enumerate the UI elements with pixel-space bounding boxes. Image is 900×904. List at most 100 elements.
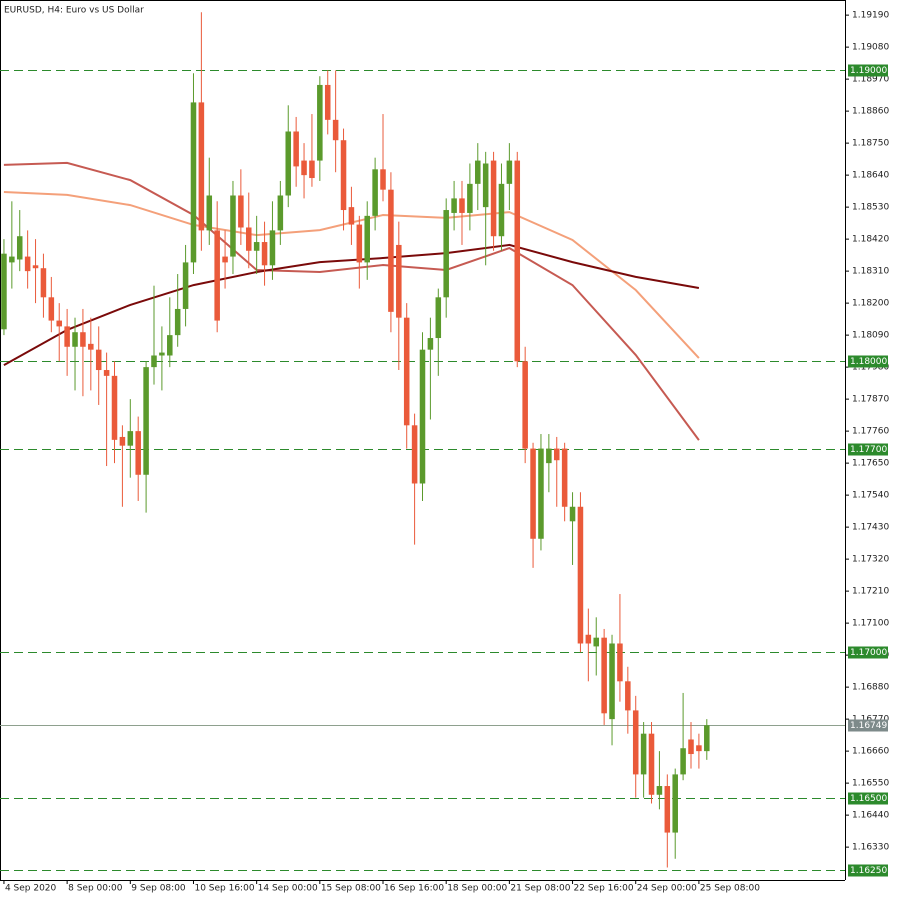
y-tick-label: 1.18420 [852,235,889,245]
y-tick-label: 1.17870 [852,395,889,405]
candle-body [601,637,607,714]
last-price-box [848,719,888,732]
y-tick-label: 1.16550 [852,779,889,789]
y-tick-label: 1.17540 [852,491,889,501]
candle-body [648,733,655,795]
candle-body [396,244,402,318]
level-label: 1.17700 [850,445,887,455]
level-label-box [848,864,888,877]
y-tick-label: 1.17210 [852,587,889,597]
candle-body [72,332,78,347]
candle-body [427,338,434,350]
candle-body [372,169,378,216]
candle-body [656,786,663,795]
candle-body [261,242,268,266]
candle-body [9,256,15,263]
candle-body [222,256,228,263]
candle-body [324,84,331,120]
candle-body [530,448,536,539]
x-tick-label: 8 Sep 00:00 [68,884,123,894]
candle-body [40,268,47,298]
candle-body [617,643,623,682]
candle-body [238,195,244,228]
level-label-box [848,646,888,659]
candle-body [269,230,276,266]
x-tick-label: 25 Sep 08:00 [700,884,760,894]
candle-body [403,317,410,426]
candle-body [24,256,31,272]
candle-body [285,131,292,196]
candle-body [625,681,631,711]
level-label-box [848,355,888,368]
candle-body [467,183,473,213]
y-tick-label: 1.19080 [852,43,889,53]
candle-body [514,160,521,362]
candle-body [95,349,102,371]
candle-body [506,160,513,184]
level-label: 1.16500 [850,794,887,804]
candle-body [538,448,544,539]
level-label-box [848,64,888,77]
y-tick-label: 1.18860 [852,107,889,117]
candle-body [309,160,315,179]
candle-body [569,506,576,522]
y-tick-label: 1.17760 [852,427,889,437]
moving-average [3,243,700,366]
candle-body [380,169,386,190]
candle-body [451,198,457,213]
candle-body [190,102,197,263]
candle-body [127,431,134,446]
candle-body [435,297,442,339]
candle-body [230,195,236,257]
candle-body [680,748,686,775]
candle-body [16,236,23,260]
plot-area [0,12,845,871]
x-tick-label: 15 Sep 08:00 [321,884,381,894]
y-tick-label: 1.18090 [852,331,889,341]
candle-body [103,370,110,376]
candle-body [672,774,678,833]
level-label: 1.16250 [850,866,887,876]
candle-body [293,131,299,167]
y-tick-label: 1.18310 [852,267,889,277]
candle-body [245,227,252,251]
candle-body [561,448,568,507]
x-tick-label: 18 Sep 00:00 [447,884,507,894]
y-tick-label: 1.18750 [852,139,889,149]
y-tick-label: 1.17650 [852,459,889,469]
candle-body [206,195,213,231]
labels: 1.19190 1.19080 1.18970 1.18860 1.18750 1.186… [3,11,889,894]
candle-body [151,355,157,368]
candle-body [348,207,355,225]
y-tick-label: 1.18530 [852,203,889,213]
candle-body [174,308,181,336]
y-tick-label: 1.18200 [852,299,889,309]
x-tick-label: 21 Sep 08:00 [510,884,570,894]
candle-body [609,643,615,720]
y-tick-label: 1.17430 [852,523,889,533]
candle-body [143,367,149,475]
candle-body [593,637,600,647]
chart-title: EURUSD, H4: Euro vs US Dollar [4,6,144,16]
level-label: 1.17000 [850,648,887,658]
candle-body [411,425,418,484]
x-tick-label: 9 Sep 08:00 [131,884,186,894]
candle-body [32,265,39,269]
last-price-label: 1.16749 [850,721,887,731]
candle-body [119,436,126,446]
y-tick-label: 1.16440 [852,811,889,821]
candle-body [364,215,370,263]
level-label: 1.19000 [850,66,887,76]
candle-body [80,332,86,347]
y-tick-label: 1.18640 [852,171,889,181]
candle-body [585,634,592,644]
candle-body [301,160,307,176]
candle-body [332,119,339,141]
moving-average [3,161,700,441]
y-tick-label: 1.16660 [852,747,889,757]
level-label: 1.18000 [850,357,887,367]
candle-body [277,195,284,231]
candle-body [443,210,449,298]
x-tick-label: 22 Sep 16:00 [574,884,634,894]
